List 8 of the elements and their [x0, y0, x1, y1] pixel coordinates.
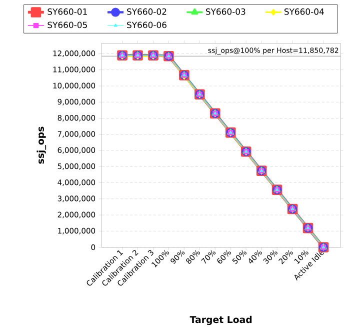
legend-label: SY660-05	[48, 22, 87, 28]
legend-label: SY660-03	[206, 8, 246, 15]
legend-label: SY660-06	[127, 22, 166, 28]
legend-label: SY660-02	[127, 8, 166, 15]
y-axis-title: ssj_ops	[36, 126, 46, 164]
legend-label: SY660-01	[48, 8, 87, 15]
legend-label: SY660-04	[284, 8, 324, 15]
x-axis-title: Target Load	[190, 316, 252, 325]
